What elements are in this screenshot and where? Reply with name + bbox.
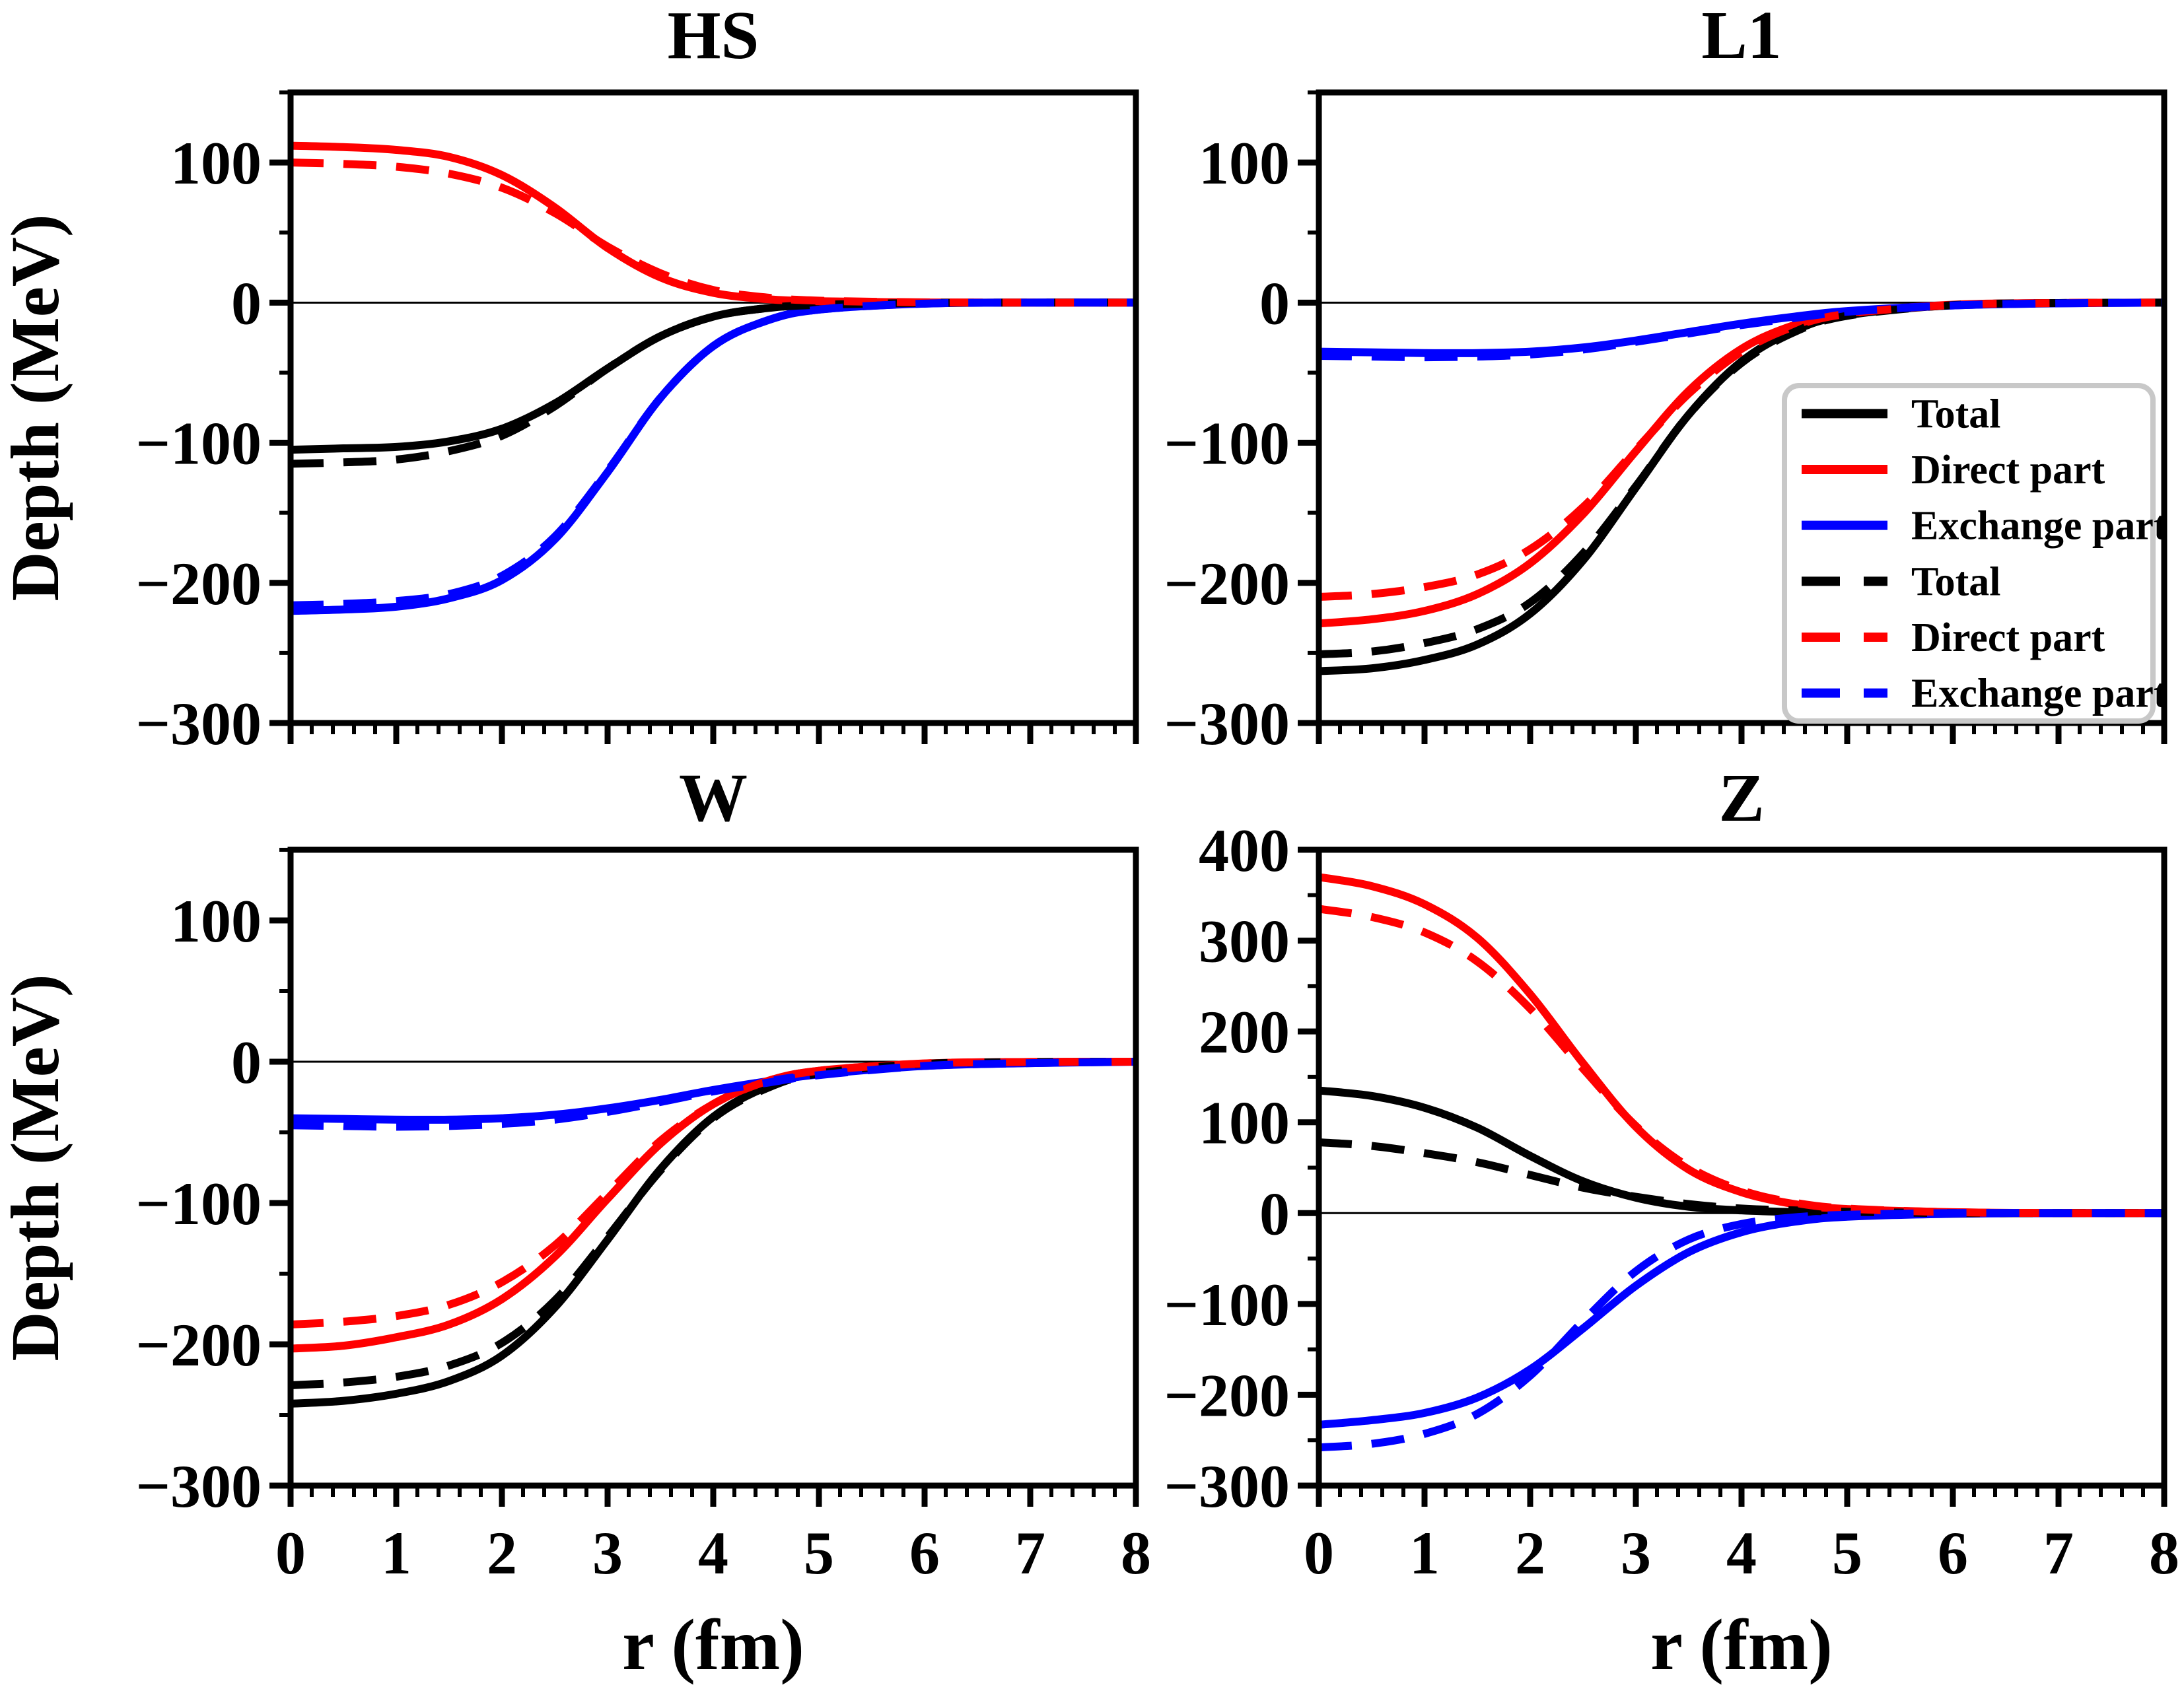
curve-exchange-part-dashed	[1319, 1209, 2164, 1452]
x-axis-title: r (fm)	[622, 1604, 804, 1685]
x-tick-label: 5	[1832, 1519, 1862, 1587]
y-tick-label: −300	[1164, 1453, 1290, 1520]
y-axis-title: Depth (MeV)	[0, 974, 73, 1361]
x-tick-label: 0	[1304, 1519, 1334, 1587]
y-tick-label: 100	[170, 129, 262, 197]
legend-label: Exchange part	[1911, 504, 2167, 549]
legend-label: Total	[1911, 392, 2001, 436]
curve-direct-part-dashed	[1319, 905, 2164, 1218]
curves-group	[1319, 298, 2164, 675]
legend-label: Direct part	[1911, 615, 2105, 660]
curve-total-solid	[291, 298, 1136, 454]
x-ticks	[287, 1486, 1139, 1507]
y-tick-label: 0	[231, 1029, 262, 1096]
y-tick-label: 100	[1199, 1089, 1290, 1157]
curve-total-solid	[291, 1058, 1136, 1408]
y-tick-label: 0	[1259, 269, 1290, 337]
y-tick-label: −200	[1164, 550, 1290, 617]
y-tick-label: −200	[136, 550, 262, 617]
x-tick-label: 1	[381, 1519, 411, 1587]
y-tick-label: −100	[136, 1170, 262, 1237]
curve-exchange-part-dashed	[291, 1058, 1136, 1131]
y-tick-label: −300	[136, 690, 262, 757]
curve-direct-part-dashed	[291, 158, 1136, 307]
panel-title-l1: L1	[1701, 0, 1781, 73]
panel-title-z: Z	[1718, 760, 1764, 836]
curve-total-dashed	[1319, 1138, 2164, 1218]
y-tick-label: 400	[1199, 817, 1290, 884]
y-axis-title: Depth (MeV)	[0, 214, 73, 601]
curve-exchange-part-solid	[1319, 1209, 2164, 1429]
y-tick-label: 100	[1199, 129, 1290, 197]
panel-title-w: W	[679, 760, 748, 836]
y-tick-label: 300	[1199, 908, 1290, 975]
x-tick-label: 6	[1938, 1519, 1968, 1587]
x-ticks	[287, 723, 1139, 744]
y-tick-label: −200	[136, 1311, 262, 1379]
x-tick-label: 7	[1015, 1519, 1045, 1587]
y-tick-label: −200	[1164, 1361, 1290, 1429]
x-tick-label: 3	[592, 1519, 623, 1587]
x-tick-label: 2	[487, 1519, 517, 1587]
curves-group	[1319, 873, 2164, 1452]
y-tick-label: −300	[1164, 690, 1290, 757]
y-ticks	[269, 90, 291, 726]
x-ticks	[1316, 1486, 2167, 1507]
y-tick-label: −100	[1164, 410, 1290, 477]
x-tick-label: 7	[2043, 1519, 2074, 1587]
x-tick-label: 6	[909, 1519, 940, 1587]
legend-label: Direct part	[1911, 448, 2105, 493]
x-tick-label: 4	[1726, 1519, 1757, 1587]
panel-hs: 100 0 −100 −200 −300 HS Depth (MeV)	[0, 0, 1139, 757]
curve-direct-part-solid	[1319, 873, 2164, 1218]
legend: Total Direct part Exchange part Total Direct…	[1782, 383, 2167, 724]
y-ticks	[1298, 846, 1319, 1489]
curve-direct-part-dashed	[291, 1058, 1136, 1329]
legend-label: Total	[1911, 559, 2001, 604]
curves-group	[291, 141, 1136, 615]
y-ticks	[1298, 90, 1319, 726]
y-tick-label: −100	[136, 410, 262, 477]
legend-label: Exchange part	[1911, 671, 2167, 716]
x-axis-title: r (fm)	[1650, 1604, 1833, 1685]
x-tick-label: 8	[2149, 1519, 2179, 1587]
x-ticks	[1316, 723, 2167, 744]
panel-title-hs: HS	[668, 0, 759, 73]
y-tick-label: −300	[136, 1453, 262, 1520]
curve-total-dashed	[291, 298, 1136, 468]
x-tick-label: 0	[275, 1519, 306, 1587]
curve-exchange-part-dashed	[1319, 298, 2164, 362]
y-tick-label: 200	[1199, 998, 1290, 1066]
x-tick-label: 1	[1409, 1519, 1440, 1587]
x-tick-label: 2	[1515, 1519, 1545, 1587]
y-tick-label: 100	[170, 887, 262, 955]
curve-direct-part-dashed	[1319, 298, 2164, 601]
x-tick-label: 5	[804, 1519, 834, 1587]
x-tick-label: 4	[698, 1519, 728, 1587]
y-tick-label: 0	[231, 269, 262, 337]
curve-exchange-part-dashed	[291, 298, 1136, 609]
y-tick-label: −100	[1164, 1271, 1290, 1338]
x-tick-label: 3	[1621, 1519, 1651, 1587]
y-tick-label: 0	[1259, 1180, 1290, 1247]
panel-l1: 100 0 −100 −200 −300 L1 Total Direct part Exchan…	[1164, 0, 2167, 757]
x-tick-label: 8	[1121, 1519, 1151, 1587]
panel-spines	[287, 89, 1139, 726]
y-ticks	[269, 848, 291, 1489]
curves-group	[291, 1058, 1136, 1408]
